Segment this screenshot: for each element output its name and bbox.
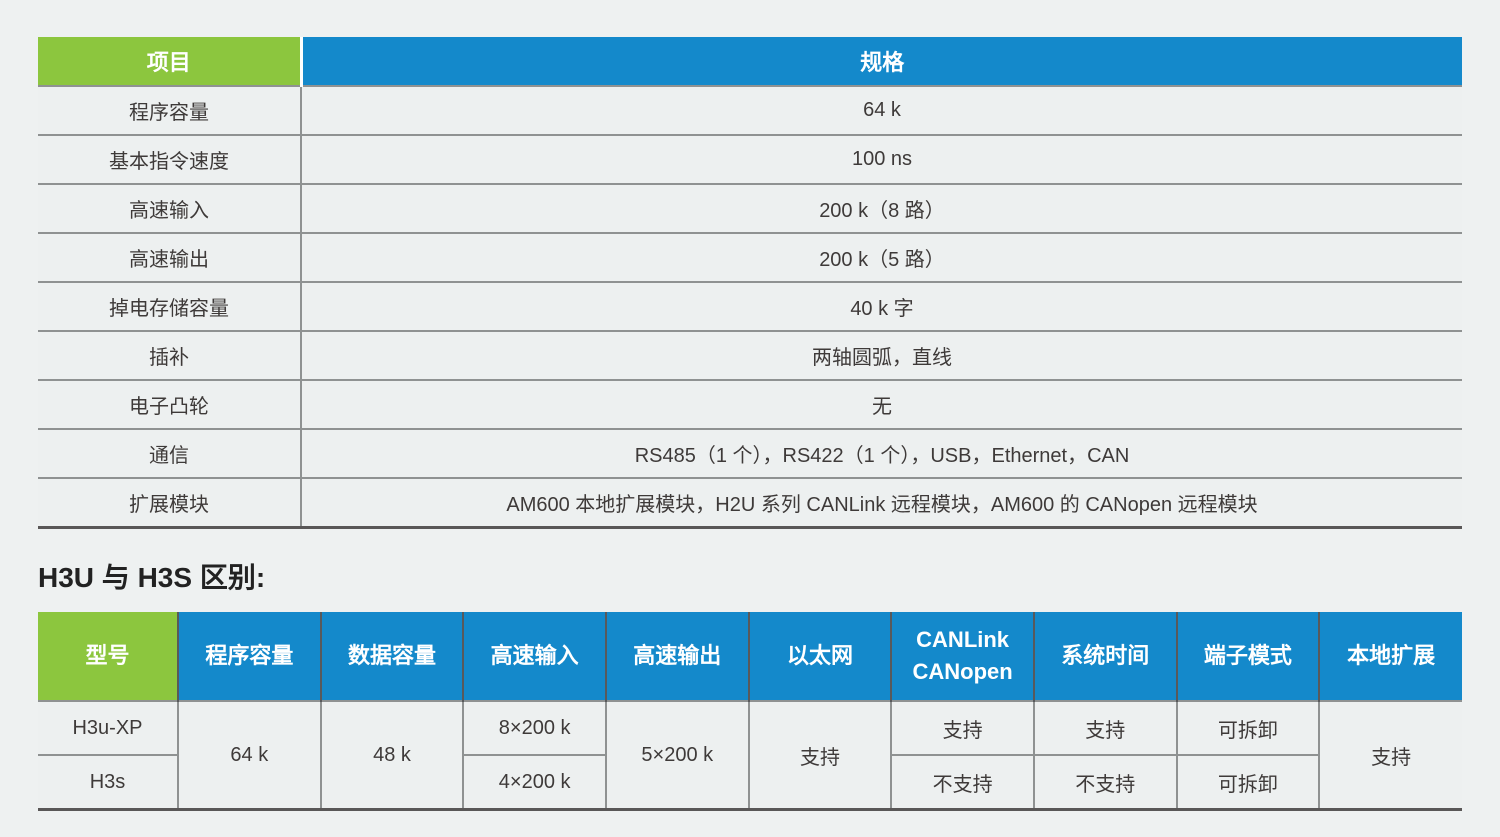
table-row: 插补 两轴圆弧，直线 <box>38 330 1462 380</box>
spec-row-value: 200 k（8 路） <box>301 183 1462 233</box>
spec-row-label: 电子凸轮 <box>38 379 302 429</box>
diff-cell-hs-input-h3u-xp: 8×200 k <box>462 700 606 755</box>
spec-row-label: 扩展模块 <box>38 477 302 528</box>
spec-row-label: 通信 <box>38 428 302 478</box>
spec-row-value: 40 k 字 <box>301 281 1462 331</box>
diff-cell-system-time-h3u-xp: 支持 <box>1032 700 1177 755</box>
section-title: H3U 与 H3S 区别: <box>38 562 266 593</box>
table-row: H3s 4×200 k 不支持 不支持 可拆卸 <box>38 754 1462 810</box>
spec-row-value: 200 k（5 路） <box>301 232 1462 282</box>
spec-row-value: 无 <box>301 379 1462 429</box>
spec-row-value: RS485（1 个），RS422（1 个），USB，Ethernet，CAN <box>301 428 1462 478</box>
table-row: 掉电存储容量 40 k 字 <box>38 281 1462 331</box>
diff-cell-hs-output: 5×200 k <box>604 700 749 810</box>
diff-cell-terminal-mode-h3s: 可拆卸 <box>1175 754 1320 810</box>
diff-header-program-capacity: 程序容量 <box>177 612 321 701</box>
table-row: 基本指令速度 100 ns <box>38 134 1462 184</box>
diff-cell-canlink-h3s: 不支持 <box>890 754 1034 810</box>
diff-header-canlink-canopen: CANLink CANopen <box>890 612 1034 701</box>
spec-header-spec: 规格 <box>301 37 1462 86</box>
spec-table: 项目 规格 程序容量 64 k 基本指令速度 100 ns 高速输入 200 k… <box>38 37 1462 529</box>
diff-cell-hs-input-h3s: 4×200 k <box>462 754 606 810</box>
diff-header-system-time: 系统时间 <box>1032 612 1177 701</box>
spec-row-label: 插补 <box>38 330 302 380</box>
spec-row-value: 两轴圆弧，直线 <box>301 330 1462 380</box>
table-row: H3u-XP 64 k 48 k 8×200 k 5×200 k 支持 支持 支… <box>38 700 1462 810</box>
diff-cell-terminal-mode-h3u-xp: 可拆卸 <box>1175 700 1320 755</box>
diff-header-terminal-mode: 端子模式 <box>1175 612 1320 701</box>
diff-header-local-expansion: 本地扩展 <box>1318 612 1462 701</box>
spec-row-label: 基本指令速度 <box>38 134 302 184</box>
table-row: 程序容量 64 k <box>38 85 1462 135</box>
diff-table: 型号 程序容量 数据容量 高速输入 高速输出 以太网 CANLink CANop… <box>38 612 1462 811</box>
spec-row-value: 100 ns <box>301 134 1462 184</box>
spec-row-label: 程序容量 <box>38 85 302 135</box>
spec-row-label: 高速输出 <box>38 232 302 282</box>
diff-cell-ethernet: 支持 <box>747 700 892 810</box>
spec-row-value: 64 k <box>301 85 1462 135</box>
diff-cell-program-capacity: 64 k <box>177 700 321 810</box>
diff-cell-system-time-h3s: 不支持 <box>1032 754 1177 810</box>
table-row: 通信 RS485（1 个），RS422（1 个），USB，Ethernet，CA… <box>38 428 1462 478</box>
diff-header-row: 型号 程序容量 数据容量 高速输入 高速输出 以太网 CANLink CANop… <box>38 612 1462 701</box>
table-row: 高速输入 200 k（8 路） <box>38 183 1462 233</box>
diff-header-ethernet: 以太网 <box>747 612 892 701</box>
table-row: 高速输出 200 k（5 路） <box>38 232 1462 282</box>
spec-header-item: 项目 <box>38 37 303 86</box>
diff-header-model: 型号 <box>38 612 178 701</box>
table-row: 电子凸轮 无 <box>38 379 1462 429</box>
diff-cell-local-expansion: 支持 <box>1318 700 1462 810</box>
spec-row-value: AM600 本地扩展模块，H2U 系列 CANLink 远程模块，AM600 的… <box>301 477 1462 528</box>
spec-header-row: 项目 规格 <box>38 37 1462 86</box>
spec-row-label: 高速输入 <box>38 183 302 233</box>
diff-cell-model-h3u-xp: H3u-XP <box>38 700 178 755</box>
diff-cell-data-capacity: 48 k <box>319 700 464 810</box>
diff-cell-canlink-h3u-xp: 支持 <box>890 700 1034 755</box>
diff-header-hs-output: 高速输出 <box>604 612 749 701</box>
spec-row-label: 掉电存储容量 <box>38 281 302 331</box>
diff-header-data-capacity: 数据容量 <box>319 612 464 701</box>
diff-cell-model-h3s: H3s <box>38 754 178 810</box>
table-row: 扩展模块 AM600 本地扩展模块，H2U 系列 CANLink 远程模块，AM… <box>38 477 1462 528</box>
diff-header-hs-input: 高速输入 <box>462 612 606 701</box>
